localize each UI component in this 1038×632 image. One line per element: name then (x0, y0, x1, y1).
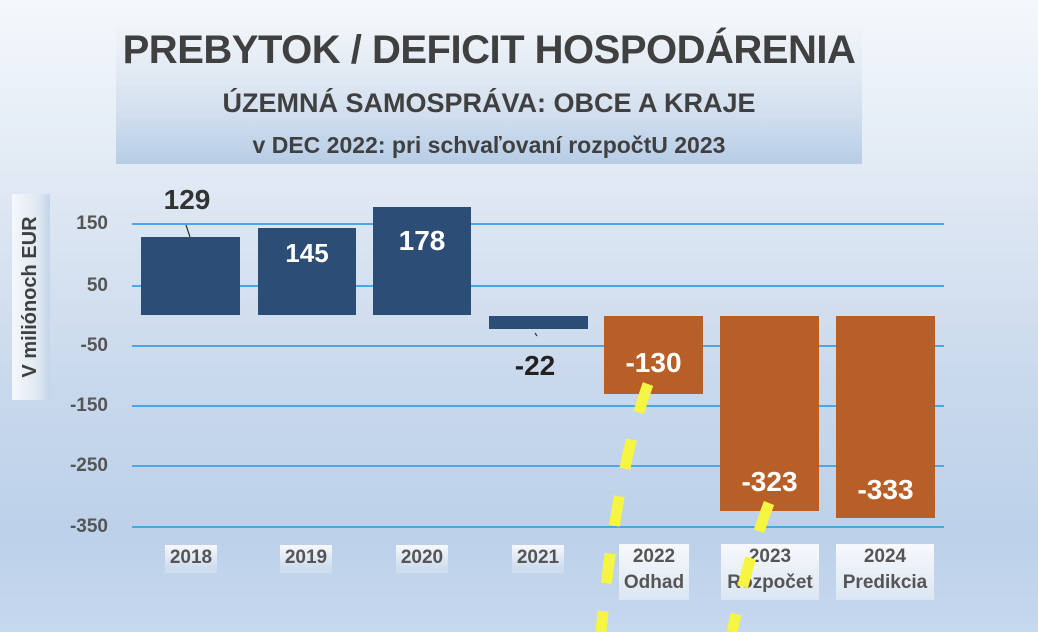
bar-value-2018: 129 (163, 184, 211, 215)
x-label-year: 2018 (169, 547, 213, 568)
x-label-sub: Odhad (623, 572, 685, 593)
bar-2019 (258, 228, 356, 315)
y-tick: -250 (69, 455, 108, 476)
chart-title-box: PREBYTOK / DEFICIT HOSPODÁRENIA ÚZEMNÁ S… (116, 22, 862, 164)
y-tick: 150 (76, 213, 108, 234)
y-axis-label: V miliónoch EUR (19, 216, 41, 378)
gridline-minus350 (132, 526, 944, 528)
bar-value-2019: 145 (285, 238, 329, 268)
bar-2021 (489, 316, 588, 329)
gridline-50 (132, 285, 944, 287)
gridline-minus250 (132, 465, 944, 467)
chart-title: PREBYTOK / DEFICIT HOSPODÁRENIA (122, 28, 856, 72)
bar-2018 (141, 237, 240, 315)
x-label-2024: 2024 Predikcia (836, 544, 934, 600)
x-label-sub: Rozpočet (727, 572, 813, 593)
bar-value-2022: -130 (625, 347, 682, 378)
x-label-2022: 2022 Odhad (619, 544, 689, 600)
y-tick: -350 (69, 516, 108, 537)
x-label-year: 2019 (284, 547, 328, 568)
y-tick: -150 (69, 395, 108, 416)
x-label-2021: 2021 (512, 545, 564, 573)
bar-2023 (720, 316, 819, 511)
x-label-2023: 2023 Rozpočet (721, 544, 819, 600)
chart-note: v DEC 2022: pri schvaľovaní rozpočtU 202… (252, 132, 726, 158)
x-label-2018: 2018 (165, 545, 217, 573)
bar-2020 (373, 207, 471, 315)
x-label-year: 2021 (516, 547, 560, 568)
y-tick: -50 (80, 335, 108, 356)
bar-2024 (836, 316, 935, 518)
x-label-year: 2020 (400, 547, 444, 568)
chart-subtitle: ÚZEMNÁ SAMOSPRÁVA: OBCE A KRAJE (222, 88, 756, 118)
gridline-minus50 (132, 345, 944, 347)
gridline-minus150 (132, 405, 944, 407)
bar-value-2023: -323 (741, 466, 798, 497)
gridline-150 (132, 223, 944, 225)
bar-value-2024: -333 (857, 474, 914, 505)
x-label-year: 2024 (863, 546, 907, 567)
y-tick: 50 (86, 275, 108, 296)
x-label-2020: 2020 (396, 545, 448, 573)
x-label-2019: 2019 (280, 545, 332, 573)
bar-2022 (604, 316, 703, 394)
x-label-year: 2022 (632, 546, 676, 567)
x-label-sub: Predikcia (842, 572, 928, 593)
bar-value-2020: 178 (398, 225, 446, 256)
bar-value-2021: -22 (514, 350, 556, 381)
y-axis-label-box (12, 194, 50, 400)
x-label-year: 2023 (748, 546, 792, 567)
